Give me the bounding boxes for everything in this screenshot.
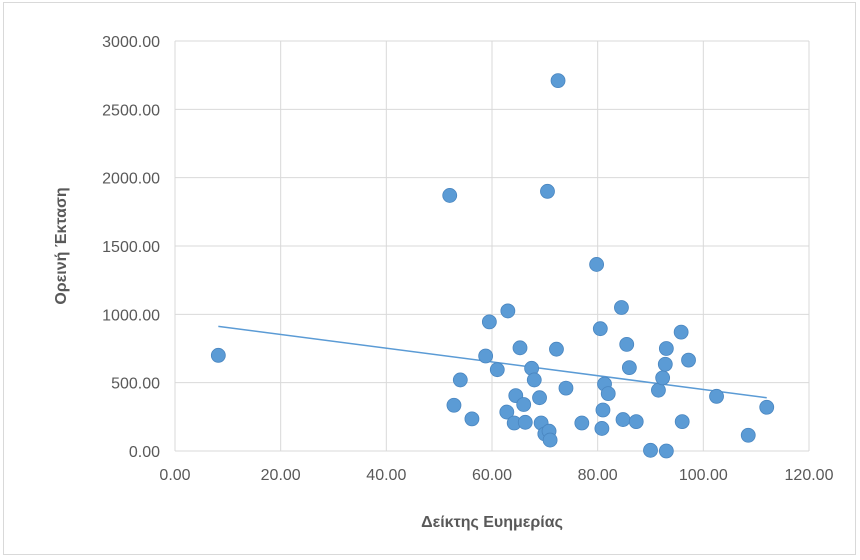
x-tick-label: 80.00 bbox=[578, 467, 618, 484]
data-point bbox=[442, 188, 458, 203]
x-tick-label: 20.00 bbox=[261, 467, 301, 484]
data-point bbox=[643, 442, 658, 458]
data-point bbox=[709, 388, 724, 404]
tick-labels: 0.00 20.00 40.00 60.00 80.00 100.00 120.00 0.00… bbox=[102, 34, 833, 484]
trendline bbox=[218, 325, 767, 399]
y-tick-label: 1500.00 bbox=[102, 239, 160, 256]
y-tick-label: 2500.00 bbox=[102, 102, 160, 119]
x-axis-title: Δείκτης Ευημερίας bbox=[421, 514, 563, 531]
x-tick-label: 100.00 bbox=[679, 467, 728, 484]
y-axis-title: Ορεινή Έκταση bbox=[53, 187, 70, 304]
data-point bbox=[532, 390, 547, 406]
data-point bbox=[517, 414, 533, 430]
data-point bbox=[592, 321, 608, 337]
y-tick-label: 1000.00 bbox=[102, 307, 160, 324]
grid-layer bbox=[174, 40, 810, 452]
data-point bbox=[540, 183, 555, 199]
data-point bbox=[658, 443, 674, 459]
data-point bbox=[681, 352, 696, 368]
y-tick-label: 3000.00 bbox=[102, 34, 160, 51]
x-tick-label: 40.00 bbox=[366, 467, 406, 484]
chart-frame bbox=[3, 2, 856, 555]
data-point bbox=[595, 402, 611, 418]
data-point bbox=[600, 386, 616, 402]
data-point bbox=[478, 348, 494, 364]
x-tick-label: 0.00 bbox=[159, 467, 190, 484]
data-point bbox=[499, 404, 515, 420]
data-points bbox=[210, 73, 775, 459]
data-point bbox=[550, 73, 566, 89]
data-point bbox=[481, 314, 497, 330]
data-point bbox=[619, 336, 635, 352]
y-tick-label: 500.00 bbox=[111, 376, 160, 393]
data-point bbox=[657, 356, 673, 372]
trendline-layer bbox=[218, 325, 767, 399]
data-point bbox=[549, 341, 564, 357]
data-point bbox=[452, 372, 468, 388]
data-point bbox=[614, 300, 629, 315]
data-point bbox=[446, 397, 462, 413]
data-point bbox=[464, 411, 480, 427]
y-tick-label: 0.00 bbox=[129, 444, 160, 461]
data-point bbox=[658, 341, 674, 356]
data-point bbox=[210, 347, 226, 363]
data-point bbox=[512, 340, 528, 356]
x-tick-label: 120.00 bbox=[785, 467, 834, 484]
data-point bbox=[500, 303, 516, 319]
data-point bbox=[628, 414, 644, 430]
data-point bbox=[526, 372, 542, 388]
data-point bbox=[516, 397, 532, 412]
data-point bbox=[542, 432, 558, 448]
data-point bbox=[651, 382, 666, 398]
data-point bbox=[673, 324, 689, 340]
data-point bbox=[558, 380, 574, 396]
data-point bbox=[594, 421, 610, 436]
y-tick-label: 2000.00 bbox=[102, 171, 160, 188]
data-point bbox=[615, 412, 631, 427]
data-point bbox=[674, 414, 690, 430]
data-point bbox=[574, 415, 590, 431]
data-point bbox=[655, 370, 671, 386]
x-tick-label: 60.00 bbox=[472, 467, 512, 484]
data-point bbox=[621, 360, 637, 376]
data-point bbox=[489, 362, 505, 378]
data-point bbox=[589, 257, 605, 272]
data-point bbox=[740, 427, 756, 443]
data-point bbox=[759, 399, 775, 415]
